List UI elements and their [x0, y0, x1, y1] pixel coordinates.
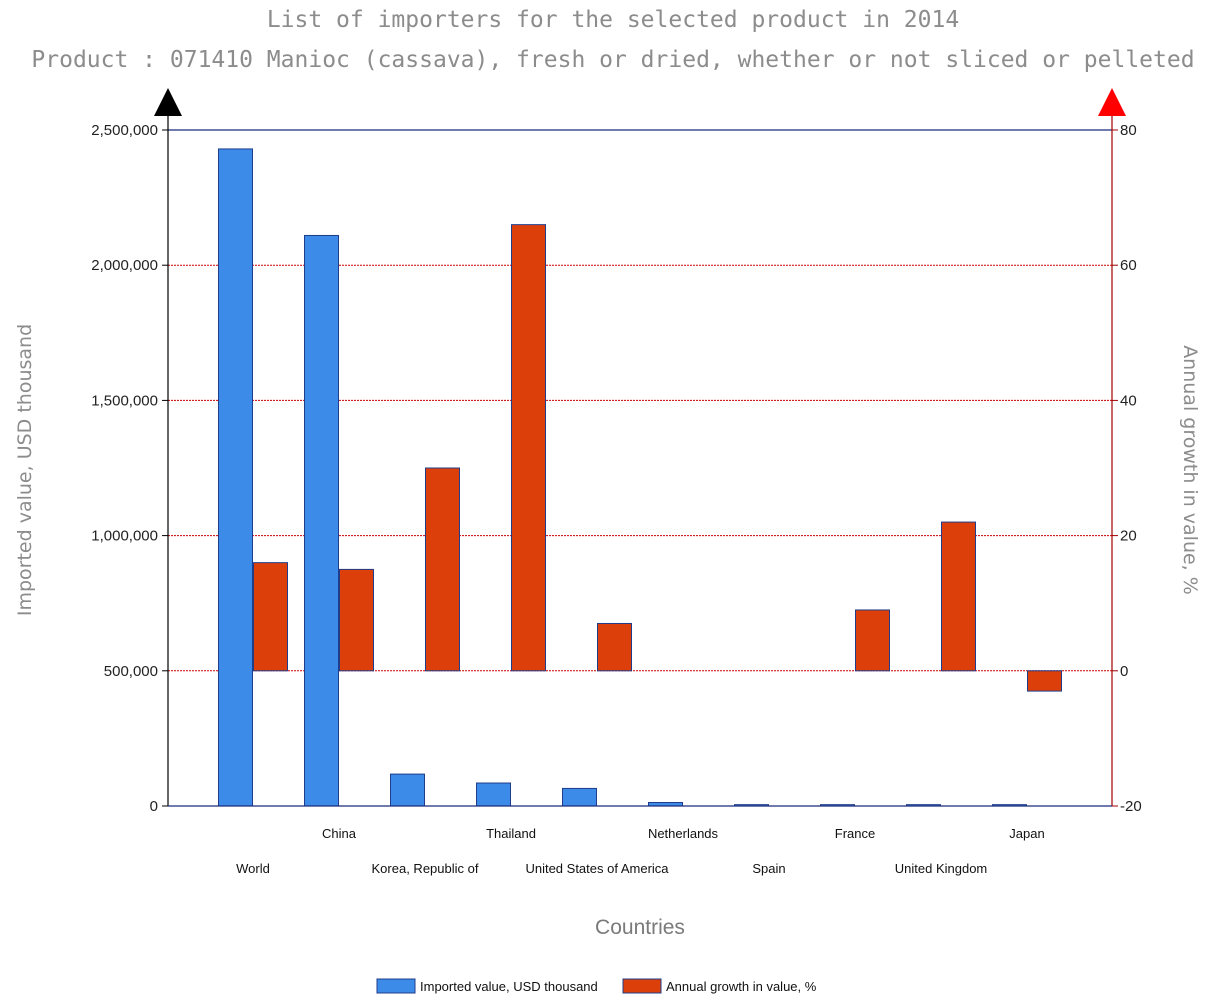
category-labels: World China Korea, Republic of Thailand Unit… [236, 826, 1045, 876]
x-axis-title: Countries [595, 916, 685, 939]
chart-title: List of importers for the selected produ… [267, 7, 959, 33]
right-tick-label: 60 [1120, 257, 1137, 274]
left-tick-label: 2,000,000 [91, 257, 158, 274]
bar-imported-united-states-of-america [562, 787, 597, 807]
category-label-netherlands: Netherlands [648, 826, 719, 841]
category-label-thailand: Thailand [486, 826, 536, 841]
bar-growth-china [339, 568, 374, 672]
legend: Imported value, USD thousand Annual grow… [376, 978, 817, 994]
left-tick-label: 0 [150, 798, 158, 815]
right-tick-label: 80 [1120, 122, 1137, 139]
bar-growth-france [855, 609, 890, 672]
legend-label-annual-growth: Annual growth in value, % [666, 979, 817, 994]
category-label-united-states-of-america: United States of America [525, 861, 669, 876]
right-tick-label: -20 [1120, 798, 1142, 815]
category-label-korea-republic-of: Korea, Republic of [372, 861, 479, 876]
chart-subtitle: Product : 071410 Manioc (cassava), fresh… [31, 47, 1194, 73]
bar-imported-thailand [476, 782, 511, 807]
bar-imported-world [218, 148, 253, 807]
bar-growth-united-kingdom [941, 521, 976, 672]
left-axis-ticks: 0 500,000 1,000,000 1,500,000 2,000,000 2,500… [91, 122, 168, 815]
right-axis-ticks: -20 0 20 40 60 80 [1112, 122, 1142, 815]
bar-growth-korea-republic-of [425, 467, 460, 672]
left-tick-label: 1,500,000 [91, 392, 158, 409]
left-axis-title: Imported value, USD thousand [14, 324, 36, 616]
category-label-china: China [322, 826, 357, 841]
bar-growth-japan [1027, 670, 1062, 692]
legend-swatch-imported-value [376, 978, 416, 994]
right-tick-label: 0 [1120, 663, 1128, 680]
category-label-united-kingdom: United Kingdom [895, 861, 988, 876]
bar-imported-korea-republic-of [390, 773, 425, 807]
category-label-japan: Japan [1009, 826, 1044, 841]
right-axis-title: Annual growth in value, % [1179, 345, 1201, 595]
legend-label-imported-value: Imported value, USD thousand [420, 979, 598, 994]
left-tick-label: 1,000,000 [91, 528, 158, 545]
category-label-spain: Spain [752, 861, 785, 876]
left-tick-label: 500,000 [104, 663, 158, 680]
bars [218, 148, 1062, 807]
bar-imported-china [304, 234, 339, 807]
legend-swatch-annual-growth [622, 978, 662, 994]
bar-growth-united-states-of-america [597, 622, 632, 672]
left-tick-label: 2,500,000 [91, 122, 158, 139]
category-label-france: France [835, 826, 875, 841]
bar-growth-thailand [511, 224, 546, 672]
bar-growth-world [253, 562, 288, 672]
category-label-world: World [236, 861, 270, 876]
right-tick-label: 40 [1120, 392, 1137, 409]
left-axis-arrow-icon [154, 88, 182, 116]
right-axis-arrow-icon [1098, 88, 1126, 116]
right-tick-label: 20 [1120, 528, 1137, 545]
